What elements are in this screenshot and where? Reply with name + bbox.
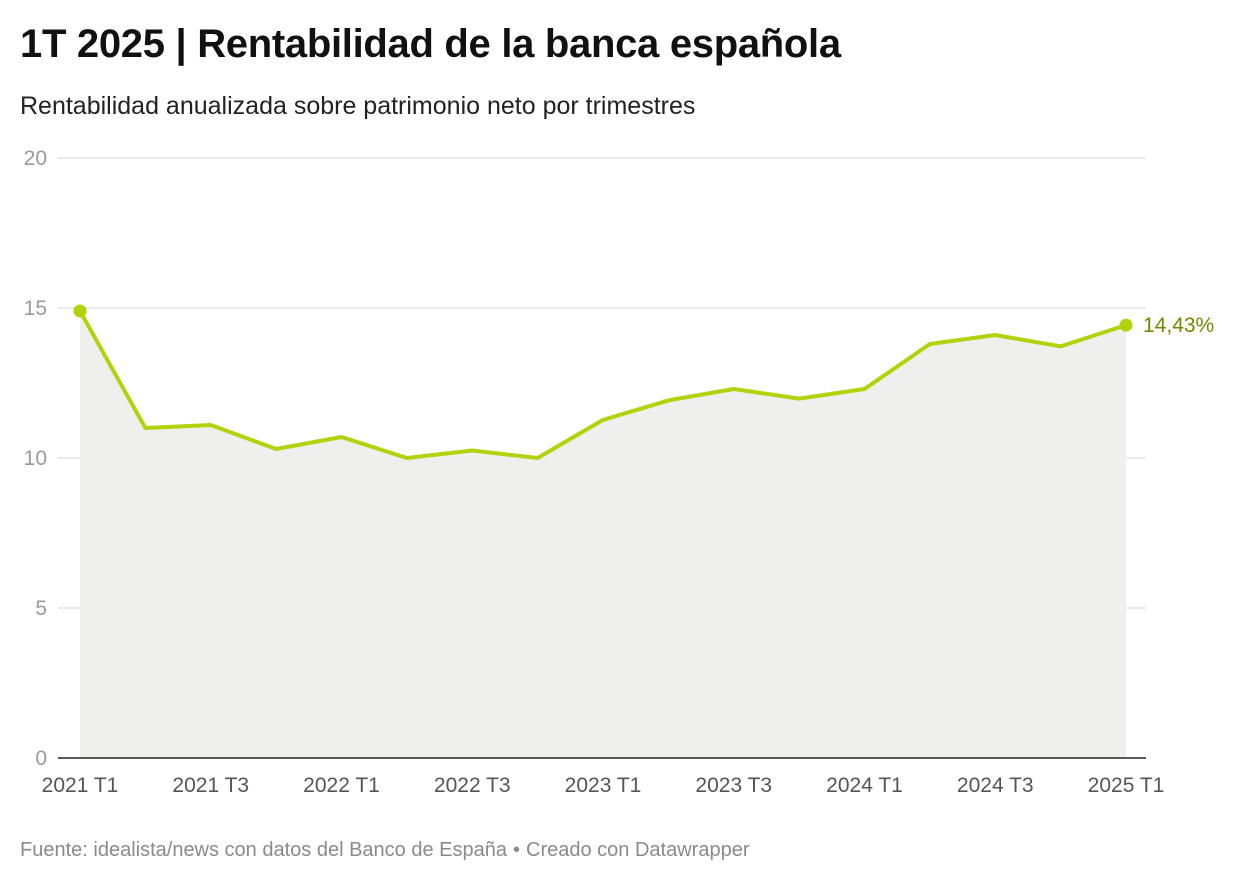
x-tick-label: 2024 T1 (826, 774, 903, 797)
x-tick-label: 2022 T1 (303, 774, 380, 797)
y-axis-ticks: 0 5 10 15 20 (24, 147, 47, 770)
y-tick-label: 0 (35, 747, 47, 770)
x-tick-label: 2025 T1 (1088, 774, 1165, 797)
source-note: Fuente: idealista/news con datos del Ban… (20, 839, 749, 862)
data-point (73, 304, 87, 318)
y-tick-label: 10 (24, 447, 47, 470)
series-line (78, 309, 1128, 460)
y-tick-label: 5 (35, 597, 47, 620)
x-axis-ticks: 2021 T1 2021 T3 2022 T1 2022 T3 2023 T1 2023 … (42, 774, 1165, 797)
data-labels: 14,43% (1143, 314, 1214, 337)
chart-title: 1T 2025 | Rentabilidad de la banca españ… (20, 22, 841, 66)
end-value-label: 14,43% (1143, 314, 1214, 337)
source-separator: • (513, 839, 521, 861)
x-tick-label: 2021 T1 (42, 774, 119, 797)
x-tick-label: 2021 T3 (172, 774, 249, 797)
highlight-points (73, 304, 1133, 332)
source-text: Fuente: idealista/news con datos del Ban… (20, 839, 507, 861)
data-point (1119, 318, 1133, 332)
area-path (80, 311, 1126, 758)
series-line-path (78, 309, 1128, 460)
chart-subtitle: Rentabilidad anualizada sobre patrimonio… (20, 92, 696, 120)
credit-text: Creado con Datawrapper (526, 839, 750, 861)
x-tick-label: 2023 T1 (565, 774, 642, 797)
x-tick-label: 2022 T3 (434, 774, 511, 797)
area-fill (80, 311, 1126, 758)
x-tick-label: 2023 T3 (695, 774, 772, 797)
y-tick-label: 20 (24, 147, 47, 170)
x-tick-label: 2024 T3 (957, 774, 1034, 797)
y-tick-label: 15 (24, 297, 47, 320)
